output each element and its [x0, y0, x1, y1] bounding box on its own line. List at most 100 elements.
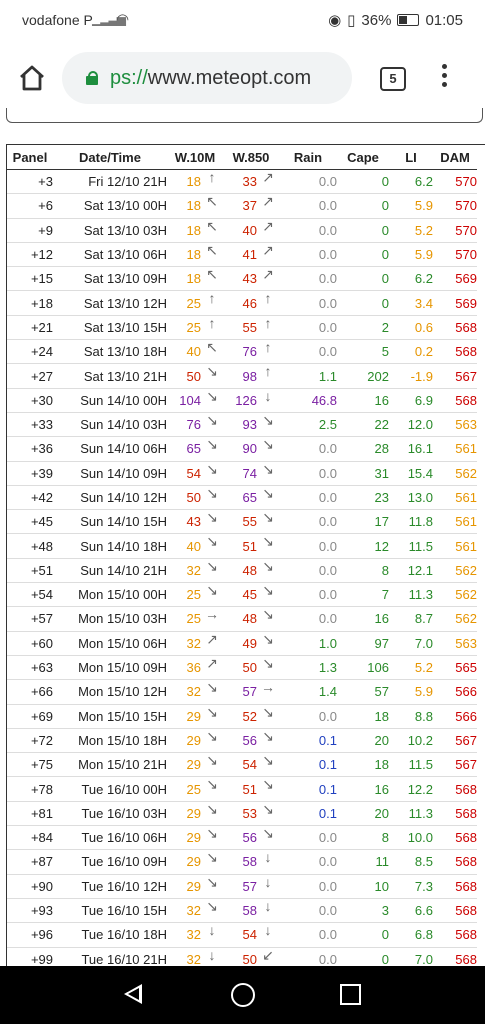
li-cell: 13.0: [407, 490, 433, 505]
header-rain: Rain: [279, 145, 337, 170]
carrier-label: vodafone P: [22, 12, 93, 28]
table-row: +81 Tue 16/10 03H 29 ↘ 53 ↘ 0.1 20 11.3 568: [7, 800, 477, 826]
li-cell: 6.2: [414, 174, 433, 190]
cape-cell: 106: [367, 660, 389, 676]
clock: 01:05: [425, 11, 463, 29]
dam-cell: 563: [455, 635, 477, 651]
dam-cell: 569: [455, 271, 477, 287]
wind-10m-arrow-icon: ↘: [206, 897, 218, 914]
li-cell: 12.0: [407, 417, 433, 433]
date-cell: Sat 13/10 09H: [83, 271, 167, 287]
dam-cell: 567: [455, 732, 477, 748]
dam-cell: 561: [455, 441, 477, 457]
table-row: +21 Sat 13/10 15H 25 ↑ 55 ↑ 0.0 2 0.6 568: [7, 315, 477, 340]
table-row: +78 Tue 16/10 00H 25 ↘ 51 ↘ 0.1 16 12.2 568: [7, 777, 477, 802]
table-row: +18 Sat 13/10 12H 25 ↑ 46 ↑ 0.0 0 3.4 569: [7, 291, 477, 316]
li-cell: 0.2: [414, 344, 433, 360]
date-cell: Sat 13/10 00H: [83, 198, 167, 214]
panel-cell: +99: [30, 951, 53, 967]
li-cell: 7.0: [414, 635, 433, 651]
rain-cell: 0.0: [318, 538, 337, 554]
rain-cell: 0.0: [318, 562, 337, 578]
cape-cell: 16: [374, 781, 389, 797]
dam-cell: 567: [455, 757, 477, 773]
table-row: +45 Sun 14/10 15H 43 ↘ 55 ↘ 0.0 17 11.8 561: [7, 510, 477, 534]
rain-cell: 0.0: [318, 271, 337, 287]
rain-cell: 0.0: [318, 247, 337, 263]
table-row: +24 Sat 13/10 18H 40 ↖ 76 ↑ 0.0 5 0.2 568: [7, 340, 477, 364]
date-cell: Sat 13/10 21H: [83, 368, 167, 384]
dam-cell: 567: [455, 368, 477, 384]
status-right: ◉ ▯ 36% 01:05: [328, 11, 463, 30]
li-cell: 6.9: [414, 392, 433, 408]
url-text[interactable]: ps://www.meteopt.com: [110, 66, 312, 89]
wind-10m-cell: 50: [186, 490, 201, 505]
li-cell: 11.5: [408, 538, 433, 554]
date-cell: Tue 16/10 12H: [81, 878, 167, 894]
rain-cell: 1.1: [318, 368, 337, 384]
wind-850-cell: 48: [242, 611, 257, 627]
home-icon[interactable]: [18, 64, 46, 92]
date-cell: Sun 14/10 15H: [80, 514, 167, 530]
wind-10m-cell: 65: [186, 441, 201, 457]
table-row: +3 Fri 12/10 21H 18 ↑ 33 ↗ 0.0 0 6.2 570: [7, 170, 477, 194]
li-cell: 12.1: [407, 562, 433, 578]
home-button-icon[interactable]: [231, 983, 255, 1007]
panel-cell: +63: [30, 660, 53, 676]
rain-cell: 0.0: [318, 903, 337, 919]
panel-cell: +48: [30, 538, 53, 554]
wind-850-arrow-icon: ↓: [264, 873, 272, 890]
li-cell: 5.9: [414, 247, 433, 263]
wind-10m-cell: 32: [186, 927, 201, 943]
panel-cell: +90: [30, 878, 53, 894]
date-cell: Mon 15/10 00H: [78, 587, 167, 603]
date-cell: Mon 15/10 06H: [78, 635, 167, 651]
table-row: +57 Mon 15/10 03H 25 → 48 ↘ 0.0 16 8.7 562: [7, 607, 477, 632]
li-cell: 6.8: [414, 927, 433, 943]
dam-cell: 568: [455, 781, 477, 797]
rain-cell: 0.1: [318, 757, 337, 773]
wind-10m-arrow-icon: ↘: [206, 800, 218, 817]
rain-cell: 0.0: [318, 854, 337, 870]
wind-850-cell: 46: [242, 295, 257, 311]
panel-cell: +9: [38, 222, 53, 238]
tab-switcher-button[interactable]: 5: [380, 67, 406, 91]
table-row: +87 Tue 16/10 09H 29 ↘ 58 ↓ 0.0 11 8.5 568: [7, 850, 477, 875]
rain-cell: 0.0: [318, 441, 337, 457]
wind-10m-arrow-icon: ↘: [206, 679, 218, 696]
dam-cell: 568: [455, 392, 477, 408]
table-row: +42 Sun 14/10 12H 50 ↘ 65 ↘ 0.0 23 13.0 561: [7, 484, 477, 510]
li-cell: 7.0: [414, 951, 433, 967]
li-cell: 10.0: [407, 830, 433, 846]
dam-cell: 568: [455, 927, 477, 943]
dam-cell: 570: [455, 174, 477, 190]
table-row: +90 Tue 16/10 12H 29 ↘ 57 ↓ 0.0 10 7.3 568: [7, 873, 477, 899]
cape-cell: 8: [381, 830, 389, 846]
wind-10m-arrow-icon: ↘: [206, 509, 218, 526]
li-cell: 6.2: [414, 271, 433, 287]
recents-icon[interactable]: [340, 984, 361, 1005]
dam-cell: 568: [455, 830, 477, 846]
wind-850-cell: 41: [242, 247, 257, 263]
dam-cell: 568: [455, 878, 477, 894]
lock-icon: [86, 71, 98, 85]
li-cell: 5.2: [414, 222, 433, 238]
table-row: +6 Sat 13/10 00H 18 ↖ 37 ↗ 0.0 0 5.9 570: [7, 193, 477, 219]
dam-cell: 561: [455, 490, 477, 505]
dam-cell: 568: [455, 854, 477, 870]
wind-10m-cell: 29: [186, 854, 201, 870]
wind-10m-cell: 32: [186, 903, 201, 919]
cape-cell: 0: [381, 222, 389, 238]
wind-850-cell: 40: [242, 222, 257, 238]
wind-850-arrow-icon: ↘: [262, 484, 274, 501]
overflow-menu-icon[interactable]: [442, 64, 450, 91]
panel-cell: +18: [30, 295, 53, 311]
wind-10m-cell: 18: [186, 247, 201, 263]
wind-10m-cell: 40: [186, 344, 201, 360]
address-bar[interactable]: ps://www.meteopt.com: [62, 52, 352, 104]
wind-850-arrow-icon: →: [261, 679, 275, 696]
wind-10m-arrow-icon: ↖: [206, 193, 218, 210]
wind-10m-cell: 29: [186, 708, 201, 724]
wind-850-arrow-icon: ↘: [262, 654, 274, 671]
date-cell: Sat 13/10 03H: [83, 222, 167, 238]
